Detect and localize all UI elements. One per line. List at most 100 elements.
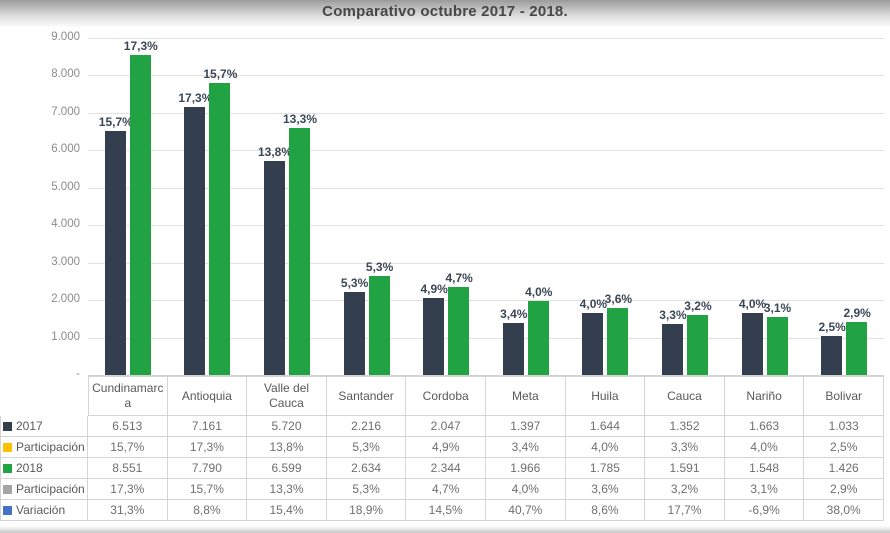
plot-area[interactable]: 15,7% 17,3% 17,3% 15,7% 13,8% 13,3% 5,3% 5,3% 4,… bbox=[88, 38, 884, 376]
table-value-cell: 1.397 bbox=[486, 416, 566, 437]
bar-2017[interactable] bbox=[502, 322, 524, 375]
gridline bbox=[88, 38, 884, 39]
table-value-cell: 7.161 bbox=[167, 416, 248, 437]
bar-2018[interactable] bbox=[288, 127, 310, 375]
bar-data-label-2017: 5,3% bbox=[340, 276, 369, 291]
bar-2018[interactable] bbox=[846, 321, 868, 375]
category-group: 17,3% 15,7% bbox=[168, 38, 248, 375]
table-value-cell: 2.216 bbox=[326, 416, 407, 437]
bar-data-label-2018: 5,3% bbox=[365, 260, 394, 275]
bar-2017[interactable] bbox=[343, 292, 365, 375]
table-value-cell: 3,3% bbox=[645, 437, 725, 458]
row-label-variación: Variación bbox=[0, 500, 88, 521]
table-value-cell: 8,8% bbox=[167, 500, 248, 521]
participacion-2017-swatch bbox=[3, 442, 12, 452]
bar-data-label-2018: 3,2% bbox=[684, 299, 712, 314]
table-value-cell: 1.033 bbox=[804, 416, 884, 437]
bar-2018[interactable] bbox=[766, 317, 788, 375]
data-table: Cundinamarca Antioquia Valle del Cauca Sant… bbox=[0, 376, 884, 521]
y-axis-tick-label: - bbox=[76, 368, 80, 380]
table-value-cell: 4,7% bbox=[406, 479, 486, 500]
y-axis-tick-label: 7.000 bbox=[51, 105, 80, 118]
category-header: Huila bbox=[565, 376, 646, 416]
window-bottom-edge bbox=[0, 526, 890, 533]
table-value-cell: 2,9% bbox=[804, 479, 884, 500]
table-value-cell: 13,3% bbox=[247, 479, 327, 500]
bar-2017[interactable] bbox=[184, 106, 206, 375]
table-value-cell: 2,5% bbox=[804, 437, 884, 458]
y-axis-tick-label: 4.000 bbox=[51, 218, 80, 231]
category-header: Meta bbox=[486, 376, 566, 416]
bar-data-label-2018: 4,0% bbox=[525, 285, 553, 300]
table-value-cell: 1.785 bbox=[565, 458, 646, 479]
table-value-cell: 4,0% bbox=[486, 479, 566, 500]
table-value-cell: 13,8% bbox=[247, 437, 327, 458]
row-label-participación: Participación bbox=[0, 437, 88, 458]
category-groups: 15,7% 17,3% 17,3% 15,7% 13,8% 13,3% 5,3% 5,3% 4,… bbox=[88, 38, 884, 375]
table-value-cell: 3,2% bbox=[645, 479, 725, 500]
category-header: Bolivar bbox=[804, 376, 884, 416]
table-value-cell: 8.551 bbox=[88, 458, 168, 479]
bar-2018[interactable] bbox=[527, 301, 549, 375]
table-value-cell: 1.644 bbox=[565, 416, 646, 437]
bar-2018[interactable] bbox=[368, 276, 390, 375]
bar-data-label-2018: 2,9% bbox=[843, 305, 871, 320]
bar-2017[interactable] bbox=[582, 313, 604, 375]
participacion-2018-swatch bbox=[3, 484, 12, 494]
bar-2017[interactable] bbox=[741, 312, 763, 375]
chart-title[interactable]: Comparativo octubre 2017 - 2018. bbox=[322, 3, 568, 20]
table-value-cell: 6.513 bbox=[88, 416, 168, 437]
gridline bbox=[88, 150, 884, 152]
gridline bbox=[88, 225, 884, 227]
table-corner-cell bbox=[0, 376, 88, 416]
table-value-cell: 38,0% bbox=[804, 500, 884, 521]
table-value-cell: 14,5% bbox=[406, 500, 486, 521]
table-value-cell: 17,7% bbox=[645, 500, 725, 521]
bar-2017[interactable] bbox=[263, 160, 285, 375]
table-value-cell: 5,3% bbox=[326, 437, 407, 458]
table-value-cell: 1.591 bbox=[645, 458, 725, 479]
series-2018-swatch bbox=[3, 463, 12, 473]
bar-data-label-2017: 4,0% bbox=[579, 297, 608, 312]
table-value-cell: 18,9% bbox=[326, 500, 407, 521]
table-value-cell: -6,9% bbox=[724, 500, 805, 521]
bar-data-label-2017: 2,5% bbox=[818, 320, 846, 335]
bar-data-label-2018: 3,1% bbox=[763, 301, 792, 316]
bar-data-label-2018: 4,7% bbox=[445, 271, 473, 286]
table-value-cell: 40,7% bbox=[486, 500, 566, 521]
bar-2018[interactable] bbox=[607, 308, 629, 375]
bar-2018[interactable] bbox=[129, 54, 151, 375]
category-group: 4,0% 3,1% bbox=[725, 38, 805, 375]
gridline bbox=[88, 262, 884, 264]
row-label-text: Participación bbox=[16, 482, 85, 496]
bar-2018[interactable] bbox=[448, 287, 470, 375]
bar-data-label-2017: 15,7% bbox=[98, 115, 133, 130]
y-axis-tick-label: 3.000 bbox=[51, 255, 80, 268]
category-group: 13,8% 13,3% bbox=[247, 38, 327, 375]
gridline bbox=[88, 75, 884, 77]
table-value-cell: 6.599 bbox=[247, 458, 327, 479]
gridline bbox=[88, 187, 884, 189]
window-top-edge bbox=[0, 0, 890, 27]
bar-data-label-2017: 17,3% bbox=[178, 90, 213, 105]
bar-data-label-2017: 13,8% bbox=[257, 144, 292, 159]
table-value-cell: 15,4% bbox=[247, 500, 327, 521]
category-header: Valle del Cauca bbox=[247, 376, 327, 416]
bar-2017[interactable] bbox=[423, 298, 445, 375]
category-header: Cauca bbox=[645, 376, 725, 416]
category-group: 4,0% 3,6% bbox=[566, 38, 646, 375]
bar-2017[interactable] bbox=[661, 324, 683, 375]
table-value-cell: 5.720 bbox=[247, 416, 327, 437]
table-value-cell: 1.352 bbox=[645, 416, 725, 437]
y-axis-tick-label: 5.000 bbox=[51, 180, 80, 193]
table-value-cell: 5,3% bbox=[326, 479, 407, 500]
bar-2017[interactable] bbox=[821, 336, 843, 375]
category-group: 4,9% 4,7% bbox=[406, 38, 486, 375]
table-value-cell: 4,9% bbox=[406, 437, 486, 458]
bar-2017[interactable] bbox=[104, 131, 126, 375]
table-value-cell: 3,1% bbox=[724, 479, 805, 500]
y-axis-tick-label: 8.000 bbox=[51, 68, 80, 81]
bar-2018[interactable] bbox=[686, 315, 708, 375]
bar-2018[interactable] bbox=[209, 83, 231, 375]
